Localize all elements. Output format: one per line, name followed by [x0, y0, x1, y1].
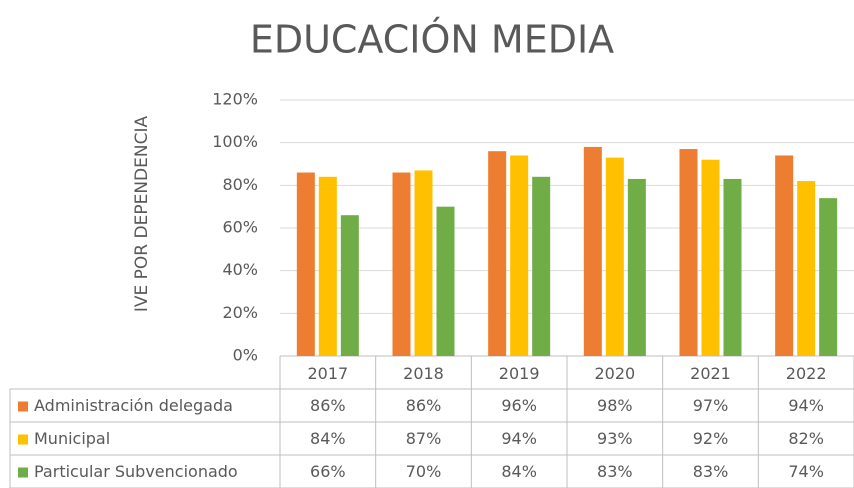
- table-value: 92%: [693, 429, 729, 448]
- legend-swatch: [18, 467, 28, 478]
- x-tick-label: 2017: [307, 364, 348, 383]
- legend-label: Administración delegada: [34, 396, 233, 415]
- bar: [340, 215, 359, 356]
- table-value: 94%: [788, 396, 824, 415]
- table-value: 74%: [788, 462, 824, 481]
- table-value: 98%: [597, 396, 633, 415]
- legend-label: Municipal: [34, 429, 110, 448]
- bar: [819, 198, 838, 356]
- table-value: 70%: [406, 462, 442, 481]
- table-value: 83%: [693, 462, 729, 481]
- bar: [775, 155, 794, 356]
- bar: [392, 172, 411, 356]
- y-tick-label: 40%: [222, 260, 258, 279]
- table-value: 83%: [597, 462, 633, 481]
- y-tick-label: 80%: [222, 175, 258, 194]
- bar: [436, 206, 455, 356]
- bar: [583, 146, 602, 356]
- x-tick-label: 2022: [786, 364, 827, 383]
- table-value: 84%: [501, 462, 537, 481]
- x-tick-label: 2018: [403, 364, 444, 383]
- table-value: 86%: [310, 396, 346, 415]
- bar: [723, 178, 742, 356]
- legend-swatch: [18, 401, 28, 412]
- table-value: 94%: [501, 429, 537, 448]
- y-tick-label: 100%: [212, 132, 258, 151]
- x-tick-label: 2020: [594, 364, 635, 383]
- bar: [510, 155, 529, 356]
- table-value: 82%: [788, 429, 824, 448]
- bar: [797, 181, 816, 356]
- table-value: 97%: [693, 396, 729, 415]
- bar: [488, 151, 507, 356]
- y-tick-label: 120%: [212, 90, 258, 109]
- table-value: 93%: [597, 429, 633, 448]
- y-axis-label: IVE POR DEPENDENCIA: [132, 116, 152, 313]
- bar: [701, 159, 720, 356]
- bar: [679, 149, 698, 356]
- bar: [318, 176, 337, 356]
- y-tick-label: 20%: [222, 303, 258, 322]
- table-value: 86%: [406, 396, 442, 415]
- chart-title: EDUCACIÓN MEDIA: [250, 18, 614, 62]
- bar: [296, 172, 315, 356]
- table-value: 66%: [310, 462, 346, 481]
- bar: [605, 157, 624, 356]
- bar: [414, 170, 433, 356]
- legend-label: Particular Subvencionado: [34, 462, 238, 481]
- table-value: 96%: [501, 396, 537, 415]
- legend-swatch: [18, 434, 28, 445]
- y-tick-label: 0%: [233, 346, 258, 365]
- bar: [532, 176, 551, 356]
- table-value: 84%: [310, 429, 346, 448]
- table-value: 87%: [406, 429, 442, 448]
- bar: [627, 178, 646, 356]
- x-tick-label: 2019: [499, 364, 540, 383]
- y-tick-label: 60%: [222, 218, 258, 237]
- x-tick-label: 2021: [690, 364, 731, 383]
